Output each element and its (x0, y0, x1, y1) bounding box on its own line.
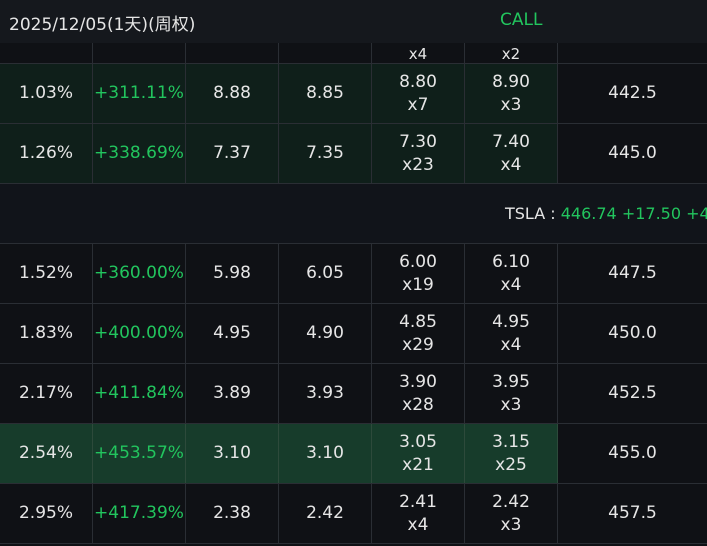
change-pct-cell: +453.57% (93, 424, 186, 483)
iv-cell: 2.54% (0, 424, 93, 483)
change-pct-cell: +417.39% (93, 484, 186, 543)
strike-cell: 447.5 (608, 263, 657, 283)
ask-price: 7.40 (492, 131, 530, 152)
last-price-cell: 2.38 (186, 484, 279, 543)
mark-price-cell: 8.85 (279, 64, 372, 123)
strike-cell: 452.5 (608, 383, 657, 403)
mark-price-cell: 3.10 (279, 424, 372, 483)
ask-size: x2 (465, 43, 558, 63)
mark-price-cell: 6.05 (279, 244, 372, 303)
underlying-price: 446.74 (560, 204, 617, 223)
change-pct-cell: +411.84% (93, 364, 186, 423)
ask-cell[interactable]: 3.95 x3 (465, 364, 558, 423)
ask-cell[interactable]: 6.10 x4 (465, 244, 558, 303)
bid-cell[interactable]: 6.00 x19 (372, 244, 465, 303)
bid-cell[interactable]: 2.41 x4 (372, 484, 465, 543)
table-row[interactable]: 1.52% +360.00% 5.98 6.05 6.00 x19 6.10 x4 … (0, 244, 707, 304)
bid-cell[interactable]: 4.85 x29 (372, 304, 465, 363)
ask-price: 4.95 (492, 311, 530, 332)
ask-price: 6.10 (492, 251, 530, 272)
last-price-cell: 3.10 (186, 424, 279, 483)
ask-size: x3 (500, 394, 522, 415)
bid-price: 3.90 (399, 371, 437, 392)
ask-cell[interactable]: 2.42 x3 (465, 484, 558, 543)
underlying-price-bar: TSLA : 446.74 +17.50 +4 (0, 184, 707, 244)
ask-price: 2.42 (492, 491, 530, 512)
bid-price: 4.85 (399, 311, 437, 332)
bid-cell[interactable]: 3.90 x28 (372, 364, 465, 423)
call-side-label: CALL (500, 10, 543, 30)
bid-size: x29 (402, 334, 434, 355)
strike-cell: 455.0 (558, 424, 707, 483)
strike-cell: 442.5 (608, 83, 657, 103)
ask-price: 3.15 (492, 431, 530, 452)
last-price-cell: 5.98 (186, 244, 279, 303)
iv-cell: 2.95% (0, 484, 93, 543)
iv-cell: 1.52% (0, 244, 93, 303)
iv-cell: 1.03% (0, 64, 93, 123)
strike-cell: 457.5 (608, 503, 657, 523)
bid-size: x4 (372, 43, 465, 63)
ask-cell[interactable]: 8.90 x3 (465, 64, 558, 123)
iv-cell: 1.26% (0, 124, 93, 183)
ask-price: 3.95 (492, 371, 530, 392)
table-row[interactable]: 1.83% +400.00% 4.95 4.90 4.85 x29 4.95 x4 … (0, 304, 707, 364)
bid-cell[interactable]: 3.05 x21 (372, 424, 465, 483)
bid-size: x19 (402, 274, 434, 295)
bid-size: x7 (407, 94, 429, 115)
table-row[interactable]: 1.26% +338.69% 7.37 7.35 7.30 x23 7.40 x4 … (0, 124, 707, 184)
bid-price: 3.05 (399, 431, 437, 452)
table-row[interactable]: 1.03% +311.11% 8.88 8.85 8.80 x7 8.90 x3 4… (0, 64, 707, 124)
last-price-cell: 3.89 (186, 364, 279, 423)
bid-price: 6.00 (399, 251, 437, 272)
table-row[interactable]: 2.17% +411.84% 3.89 3.93 3.90 x28 3.95 x3 … (0, 364, 707, 424)
last-price-cell: 7.37 (186, 124, 279, 183)
last-price-cell: 8.88 (186, 64, 279, 123)
change-pct-cell: +338.69% (93, 124, 186, 183)
bid-size: x21 (402, 454, 434, 475)
table-row-selected[interactable]: 2.54% +453.57% 3.10 3.10 3.05 x21 3.15 x25… (0, 424, 707, 484)
iv-cell: 2.17% (0, 364, 93, 423)
ask-size: x4 (500, 334, 522, 355)
ask-size: x25 (495, 454, 527, 475)
bid-size: x23 (402, 154, 434, 175)
expiry-date-label[interactable]: 2025/12/05(1天)(周权) (9, 15, 196, 35)
iv-cell: 1.83% (0, 304, 93, 363)
mark-price-cell: 3.93 (279, 364, 372, 423)
ask-price: 8.90 (492, 71, 530, 92)
ask-cell[interactable]: 7.40 x4 (465, 124, 558, 183)
ask-size: x4 (500, 274, 522, 295)
table-row[interactable]: 2.95% +417.39% 2.38 2.42 2.41 x4 2.42 x3 4… (0, 484, 707, 544)
partial-table-row[interactable]: x4 x2 (0, 43, 707, 64)
mark-price-cell: 2.42 (279, 484, 372, 543)
underlying-change-pct: +4 (686, 204, 707, 223)
bid-cell[interactable]: 7.30 x23 (372, 124, 465, 183)
mark-price-cell: 4.90 (279, 304, 372, 363)
bid-price: 8.80 (399, 71, 437, 92)
change-pct-cell: +360.00% (93, 244, 186, 303)
ask-size: x3 (500, 94, 522, 115)
last-price-cell: 4.95 (186, 304, 279, 363)
underlying-symbol: TSLA : (505, 204, 556, 223)
bid-size: x28 (402, 394, 434, 415)
ask-size: x4 (500, 154, 522, 175)
ask-cell[interactable]: 3.15 x25 (465, 424, 558, 483)
bid-cell[interactable]: 8.80 x7 (372, 64, 465, 123)
bid-price: 2.41 (399, 491, 437, 512)
bid-price: 7.30 (399, 131, 437, 152)
strike-cell: 450.0 (608, 323, 657, 343)
mark-price-cell: 7.35 (279, 124, 372, 183)
underlying-change: +17.50 (621, 204, 682, 223)
ask-cell[interactable]: 4.95 x4 (465, 304, 558, 363)
ask-size: x3 (500, 514, 522, 535)
bid-size: x4 (407, 514, 429, 535)
underlying-quote[interactable]: TSLA : 446.74 +17.50 +4 (505, 204, 707, 223)
options-chain-header: 2025/12/05(1天)(周权) CALL (0, 0, 707, 43)
change-pct-cell: +311.11% (93, 64, 186, 123)
change-pct-cell: +400.00% (93, 304, 186, 363)
strike-cell: 445.0 (608, 143, 657, 163)
